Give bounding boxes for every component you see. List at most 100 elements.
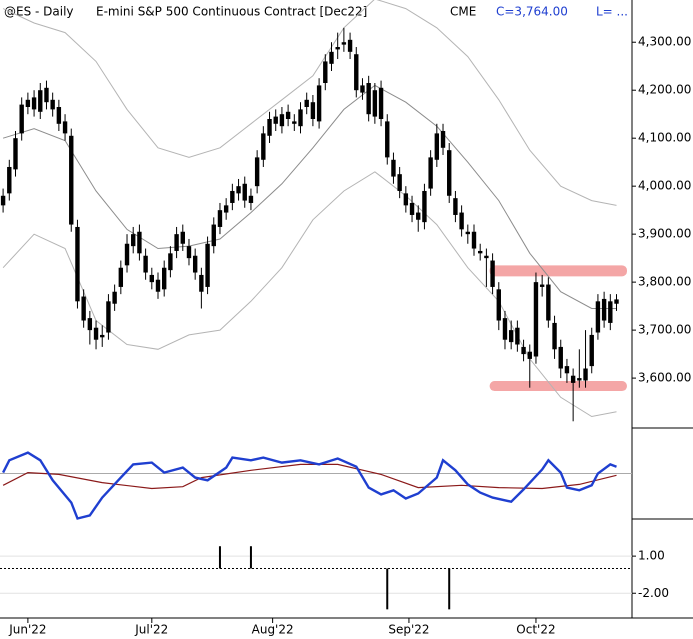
- candle-body: [378, 87, 384, 119]
- candle-body: [570, 375, 576, 383]
- candle-body: [471, 231, 477, 249]
- candle-body: [546, 284, 551, 321]
- candle-body: [508, 330, 514, 343]
- candle-body: [397, 174, 402, 191]
- candle-body: [292, 121, 297, 124]
- oscillator-line: [2, 463, 617, 490]
- candle-body: [521, 346, 526, 355]
- candle-body: [69, 135, 74, 225]
- candle-body: [25, 99, 31, 107]
- candle-body: [7, 166, 12, 194]
- candle-body: [93, 327, 99, 340]
- candle-body: [341, 42, 347, 45]
- y-tick-label: 3,600.00: [638, 371, 691, 385]
- candle-body: [385, 121, 390, 158]
- x-tick-label: Jun'22: [8, 623, 46, 637]
- candle-body: [131, 234, 136, 247]
- candle-body: [496, 289, 501, 321]
- candle-body: [44, 87, 49, 103]
- candle-body: [205, 243, 210, 287]
- candle-body: [106, 301, 111, 333]
- band-line: [2, 84, 617, 309]
- candle-body: [75, 226, 80, 302]
- candle-body: [589, 334, 594, 367]
- candle-body: [539, 284, 545, 287]
- candle-body: [186, 246, 192, 259]
- candle-body: [595, 301, 601, 333]
- y-tick-label: 4,100.00: [638, 131, 691, 145]
- candle-body: [484, 255, 489, 259]
- candle-body: [558, 346, 563, 369]
- candle-body: [50, 99, 55, 110]
- candle-body: [409, 202, 415, 215]
- candle-body: [347, 39, 353, 52]
- candle-body: [254, 157, 260, 187]
- exchange: CME: [450, 5, 476, 19]
- candle-body: [217, 210, 223, 227]
- candle-body: [608, 301, 613, 323]
- candle-body: [279, 114, 285, 127]
- candle-body: [180, 231, 185, 244]
- y-tick-label: 3,800.00: [638, 275, 691, 289]
- candle-body: [304, 99, 309, 107]
- candle-body: [372, 90, 378, 117]
- candle-body: [0, 195, 6, 206]
- candle-body: [403, 193, 409, 206]
- candle-body: [112, 291, 117, 304]
- last-price: C=3,764.00: [496, 5, 568, 19]
- band-line: [2, 0, 617, 206]
- candle-body: [149, 274, 155, 283]
- candle-body: [31, 97, 37, 110]
- candle-body: [564, 366, 570, 374]
- candle-body: [552, 322, 557, 350]
- candle-body: [477, 250, 483, 254]
- x-tick-label: Oct'22: [516, 623, 555, 637]
- y-tick-label: -2.00: [638, 586, 669, 600]
- oscillator-line: [2, 451, 617, 520]
- candle-body: [87, 318, 93, 331]
- spike: [249, 546, 252, 569]
- candle-body: [56, 107, 62, 124]
- candle-body: [533, 282, 539, 357]
- price-zone: [489, 265, 627, 277]
- candle-body: [614, 299, 619, 304]
- candle-body: [428, 157, 433, 189]
- candle-body: [100, 334, 105, 338]
- candle-body: [459, 212, 464, 230]
- candle-body: [211, 224, 216, 247]
- y-tick-label: 3,700.00: [638, 323, 691, 337]
- candle-body: [273, 116, 278, 124]
- candle-body: [155, 279, 161, 292]
- candle-body: [422, 190, 427, 223]
- candle-body: [416, 212, 421, 220]
- x-tick-label: Aug'22: [252, 623, 294, 637]
- y-tick-label: 4,000.00: [638, 179, 691, 193]
- contract-name: E-mini S&P 500 Continuous Contract [Dec2…: [96, 5, 367, 19]
- candle-body: [323, 61, 328, 84]
- candle-body: [440, 130, 446, 148]
- low-price: L= ...: [596, 5, 628, 19]
- candle-body: [502, 318, 508, 340]
- y-tick-label: 3,900.00: [638, 227, 691, 241]
- candle-body: [354, 54, 359, 91]
- candle-body: [335, 47, 340, 50]
- candle-body: [199, 274, 204, 292]
- candle-body: [316, 85, 322, 122]
- candle-body: [267, 118, 272, 136]
- candle-body: [230, 190, 235, 203]
- candle-body: [242, 183, 247, 201]
- candle-body: [577, 378, 582, 381]
- candle-body: [310, 102, 316, 119]
- candle-body: [465, 231, 471, 235]
- candle-body: [360, 85, 365, 93]
- candle-body: [174, 234, 179, 251]
- candle-body: [447, 150, 452, 196]
- candle-body: [366, 83, 371, 115]
- candle-body: [261, 133, 266, 160]
- candle-body: [124, 243, 130, 266]
- candle-body: [248, 195, 254, 203]
- candle-body: [583, 368, 588, 381]
- candle-body: [329, 51, 334, 64]
